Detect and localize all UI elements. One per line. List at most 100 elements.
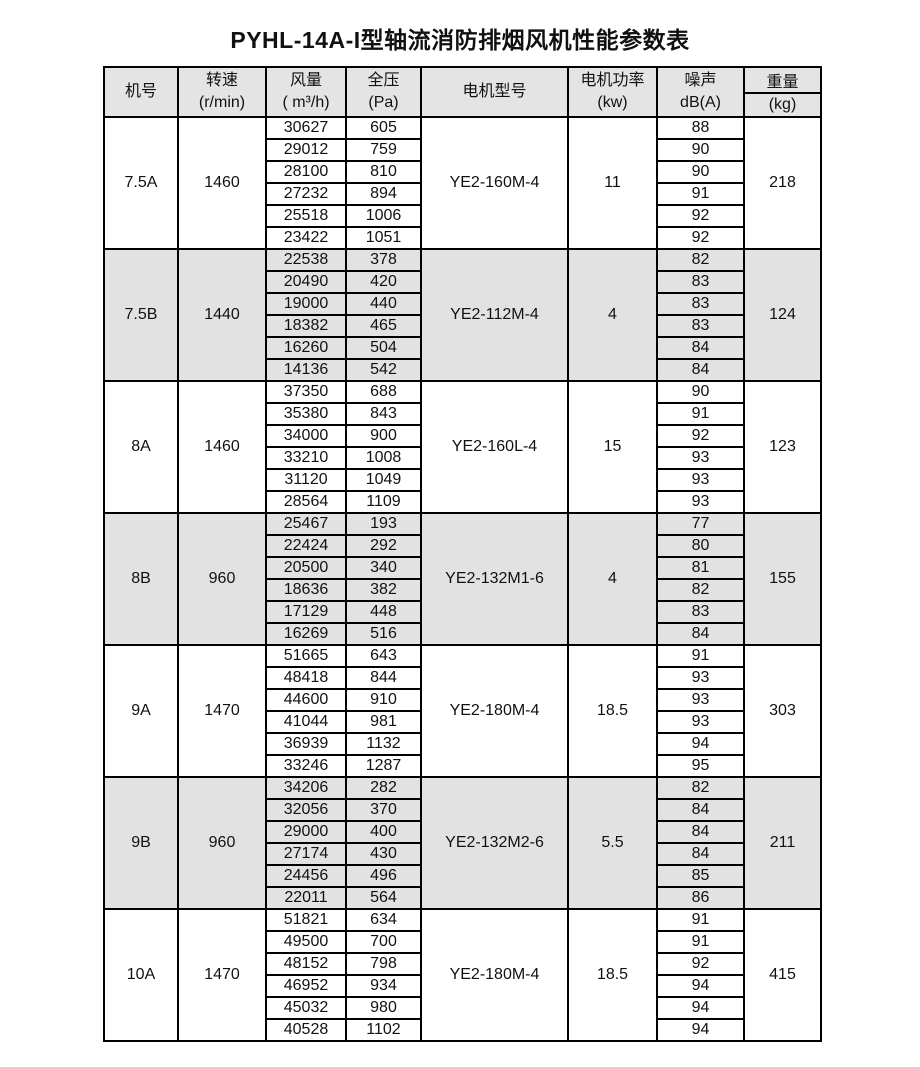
flow-cell: 51821 bbox=[265, 908, 347, 932]
table-row: 16260 504 84 bbox=[104, 336, 821, 360]
pressure-cell: 643 bbox=[345, 644, 422, 668]
power-cell: 5.5 bbox=[567, 776, 658, 910]
table-row: 18382 465 83 bbox=[104, 314, 821, 338]
flow-cell: 36939 bbox=[265, 732, 347, 756]
header-cell-model: 机号 bbox=[103, 66, 179, 118]
flow-cell: 34000 bbox=[265, 424, 347, 448]
table-row: 35380 843 91 bbox=[104, 402, 821, 426]
power-cell: 18.5 bbox=[567, 908, 658, 1042]
power-cell: 4 bbox=[567, 512, 658, 646]
motor-cell: YE2-160M-4 bbox=[420, 116, 569, 250]
noise-cell: 91 bbox=[656, 930, 745, 954]
noise-cell: 81 bbox=[656, 556, 745, 580]
speed-cell: 1460 bbox=[177, 116, 267, 250]
table-row: 20490 420 83 bbox=[104, 270, 821, 294]
noise-cell: 84 bbox=[656, 798, 745, 822]
noise-cell: 84 bbox=[656, 842, 745, 866]
table-row: 8A 1460 37350 688 YE2-160L-4 15 90 123 bbox=[103, 380, 822, 514]
power-cell: 4 bbox=[567, 248, 658, 382]
model-cell: 9A bbox=[103, 644, 179, 778]
noise-cell: 80 bbox=[656, 534, 745, 558]
pressure-cell: 465 bbox=[345, 314, 422, 338]
pressure-cell: 1132 bbox=[345, 732, 422, 756]
flow-cell: 19000 bbox=[265, 292, 347, 316]
weight-cell: 303 bbox=[743, 644, 822, 778]
table-row: 20500 340 81 bbox=[104, 556, 821, 580]
table-block-8A: 8A 1460 37350 688 YE2-160L-4 15 90 123 35380 843 9… bbox=[103, 380, 822, 514]
pressure-cell: 504 bbox=[345, 336, 422, 360]
flow-cell: 32056 bbox=[265, 798, 347, 822]
pressure-cell: 378 bbox=[345, 248, 422, 272]
table-row: 7.5B 1440 22538 378 YE2-112M-4 4 82 124 bbox=[103, 248, 822, 382]
table-block-7.5B: 7.5B 1440 22538 378 YE2-112M-4 4 82 124 20490 420… bbox=[103, 248, 822, 382]
flow-cell: 45032 bbox=[265, 996, 347, 1020]
flow-cell: 25518 bbox=[265, 204, 347, 228]
table-row: 48418 844 93 bbox=[104, 666, 821, 690]
pressure-cell: 981 bbox=[345, 710, 422, 734]
table-row: 28100 810 90 bbox=[104, 160, 821, 184]
pressure-cell: 400 bbox=[345, 820, 422, 844]
flow-cell: 37350 bbox=[265, 380, 347, 404]
header-cell-weight-unit: (kg) bbox=[743, 92, 822, 118]
table-row: 45032 980 94 bbox=[104, 996, 821, 1020]
page: PYHL-14A-I型轴流消防排烟风机性能参数表 机号 转速 (r/min) bbox=[0, 21, 920, 1042]
noise-cell: 82 bbox=[656, 776, 745, 800]
noise-cell: 84 bbox=[656, 820, 745, 844]
table-row: 36939 1132 94 bbox=[104, 732, 821, 756]
header-cell-noise: 噪声 dB(A) bbox=[656, 66, 745, 118]
header-model-label: 机号 bbox=[124, 83, 157, 100]
table-header: 机号 转速 (r/min) 风量 ( m³/h) 全压 (Pa) 电机型号 bbox=[103, 66, 822, 118]
table-row: 40528 1102 94 bbox=[104, 1018, 821, 1042]
pressure-cell: 292 bbox=[345, 534, 422, 558]
motor-cell: YE2-180M-4 bbox=[420, 908, 569, 1042]
table-block-7.5A: 7.5A 1460 30627 605 YE2-160M-4 11 88 218 29012 75… bbox=[103, 116, 822, 250]
flow-cell: 40528 bbox=[265, 1018, 347, 1042]
motor-cell: YE2-180M-4 bbox=[420, 644, 569, 778]
noise-cell: 92 bbox=[656, 424, 745, 448]
pressure-cell: 844 bbox=[345, 666, 422, 690]
noise-cell: 91 bbox=[656, 402, 745, 426]
flow-cell: 18636 bbox=[265, 578, 347, 602]
noise-cell: 85 bbox=[656, 864, 745, 888]
noise-cell: 93 bbox=[656, 446, 745, 470]
pressure-cell: 282 bbox=[345, 776, 422, 800]
table-row: 23422 1051 92 bbox=[104, 226, 821, 250]
pressure-cell: 440 bbox=[345, 292, 422, 316]
flow-cell: 46952 bbox=[265, 974, 347, 998]
model-cell: 7.5B bbox=[103, 248, 179, 382]
flow-cell: 22538 bbox=[265, 248, 347, 272]
table-row: 46952 934 94 bbox=[104, 974, 821, 998]
motor-cell: YE2-132M1-6 bbox=[420, 512, 569, 646]
model-cell: 10A bbox=[103, 908, 179, 1042]
speed-cell: 1460 bbox=[177, 380, 267, 514]
noise-cell: 91 bbox=[656, 182, 745, 206]
table-row: 10A 1470 51821 634 YE2-180M-4 18.5 91 415 bbox=[103, 908, 822, 1042]
power-cell: 11 bbox=[567, 116, 658, 250]
motor-cell: YE2-160L-4 bbox=[420, 380, 569, 514]
weight-cell: 415 bbox=[743, 908, 822, 1042]
pressure-cell: 564 bbox=[345, 886, 422, 910]
table-row: 25518 1006 92 bbox=[104, 204, 821, 228]
motor-cell: YE2-132M2-6 bbox=[420, 776, 569, 910]
table-block-9A: 9A 1470 51665 643 YE2-180M-4 18.5 91 303 48418 84… bbox=[103, 644, 822, 778]
noise-cell: 82 bbox=[656, 578, 745, 602]
pressure-cell: 1051 bbox=[345, 226, 422, 250]
noise-cell: 84 bbox=[656, 336, 745, 360]
pressure-cell: 496 bbox=[345, 864, 422, 888]
pressure-cell: 605 bbox=[345, 116, 422, 140]
pressure-cell: 542 bbox=[345, 358, 422, 382]
flow-cell: 24456 bbox=[265, 864, 347, 888]
model-cell: 8A bbox=[103, 380, 179, 514]
noise-cell: 93 bbox=[656, 666, 745, 690]
noise-cell: 92 bbox=[656, 226, 745, 250]
pressure-cell: 934 bbox=[345, 974, 422, 998]
table-row: 49500 700 91 bbox=[104, 930, 821, 954]
weight-cell: 155 bbox=[743, 512, 822, 646]
flow-cell: 23422 bbox=[265, 226, 347, 250]
pressure-cell: 430 bbox=[345, 842, 422, 866]
header-cell-pressure: 全压 (Pa) bbox=[345, 66, 422, 118]
noise-cell: 84 bbox=[656, 358, 745, 382]
header-cell-speed: 转速 (r/min) bbox=[177, 66, 267, 118]
header-cell-motor: 电机型号 bbox=[420, 66, 569, 118]
header-cell-weight: 重量 bbox=[743, 66, 822, 94]
